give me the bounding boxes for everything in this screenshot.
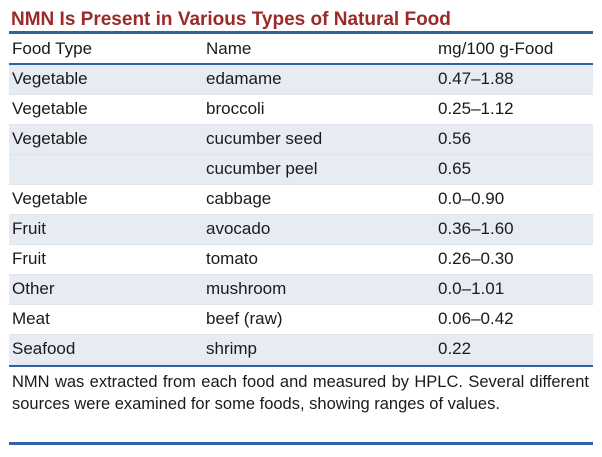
column-header-name: Name [203,34,435,65]
table-row: Seafood shrimp 0.22 [9,334,593,364]
column-header-food-type: Food Type [9,34,203,65]
food-type-cell: Fruit [12,219,46,238]
nmn-food-table: Food Type Name mg/100 g-Food Vegetable e… [9,34,593,365]
table-row: Fruit avocado 0.36–1.60 [9,214,593,244]
amount-cell: 0.22 [438,339,472,358]
header-row: Food Type Name mg/100 g-Food [9,34,593,65]
food-type-cell: Vegetable [12,69,88,89]
food-name-cell: cucumber peel [206,159,318,178]
food-name-cell: avocado [206,219,271,238]
amount-cell: 0.06–0.42 [438,309,514,328]
table-row: Vegetable edamame 0.47–1.88 [9,64,593,94]
column-header-amount: mg/100 g-Food [435,34,593,65]
amount-cell: 0.0–0.90 [438,189,505,208]
food-type-cell: Meat [12,309,50,328]
table-row: cucumber peel 0.65 [9,154,593,184]
food-type-cell: Other [12,279,55,298]
food-type-cell: Fruit [12,249,46,268]
food-name-cell: shrimp [206,339,258,358]
table-row: Vegetable broccoli 0.25–1.12 [9,94,593,124]
amount-cell: 0.56 [438,129,472,148]
amount-cell: 0.36–1.60 [438,219,514,238]
food-type-cell: Vegetable [12,189,88,208]
food-type-cell: Seafood [12,339,76,358]
food-name-cell: mushroom [206,279,287,298]
food-type-cell: Vegetable [12,99,88,118]
food-type-cell: Vegetable [12,129,88,148]
food-name-cell: tomato [206,249,258,268]
food-name-cell: edamame [206,69,282,89]
food-name-cell: cucumber seed [206,129,323,148]
food-name-cell: beef (raw) [206,309,283,328]
amount-cell: 0.0–1.01 [438,279,505,298]
bottom-rule [9,442,593,445]
food-name-cell: cabbage [206,189,272,208]
table-row: Vegetable cabbage 0.0–0.90 [9,184,593,214]
food-name-cell: broccoli [206,99,265,118]
table-title: NMN Is Present in Various Types of Natur… [9,6,593,34]
table-row: Fruit tomato 0.26–0.30 [9,244,593,274]
amount-cell: 0.26–0.30 [438,249,514,268]
table-row: Meat beef (raw) 0.06–0.42 [9,304,593,334]
table-footnote: NMN was extracted from each food and mea… [9,364,593,416]
amount-cell: 0.25–1.12 [438,99,514,118]
table-row: Vegetable cucumber seed 0.56 [9,124,593,154]
amount-cell: 0.47–1.88 [438,69,514,89]
amount-cell: 0.65 [438,159,472,178]
table-row: Other mushroom 0.0–1.01 [9,274,593,304]
food-type-cell [9,154,203,184]
